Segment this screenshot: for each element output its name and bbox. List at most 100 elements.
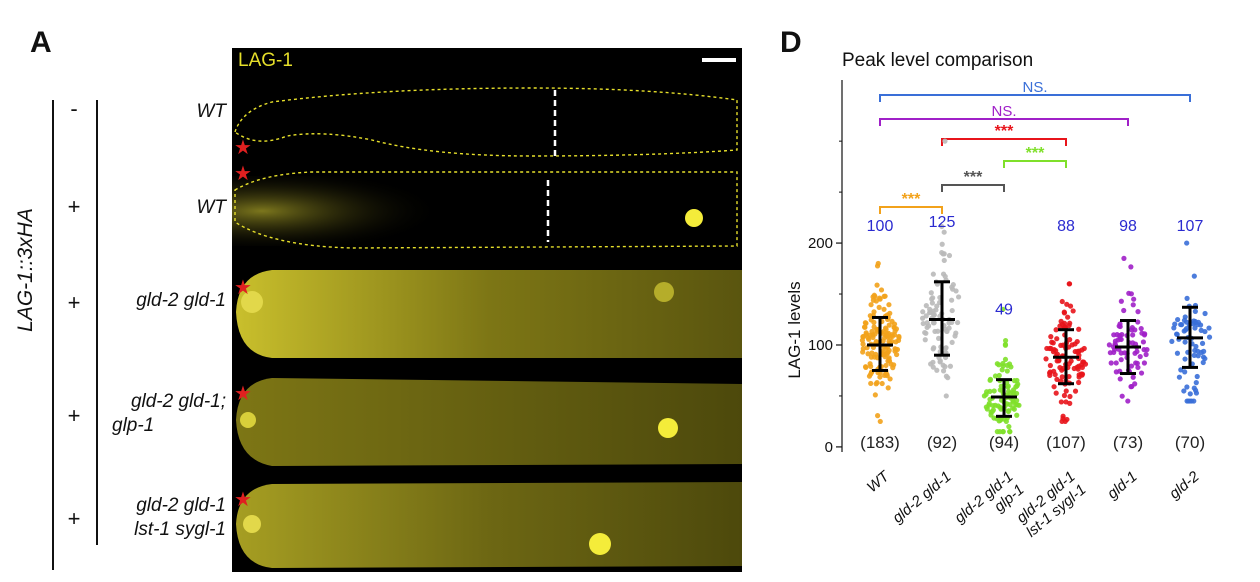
data-point — [1002, 356, 1009, 363]
data-point — [1058, 399, 1064, 405]
data-point — [871, 292, 877, 298]
data-point — [891, 321, 898, 327]
scale-bar — [702, 58, 736, 62]
mean-value-label: 107 — [1177, 218, 1204, 235]
data-point — [1006, 424, 1012, 430]
comparison-layer: NS. NS. *** *** *** *** — [879, 79, 1191, 214]
data-point — [1014, 402, 1020, 408]
data-point — [887, 334, 893, 341]
data-point — [1010, 389, 1016, 395]
data-point — [882, 293, 888, 299]
data-point — [929, 296, 935, 302]
data-point — [1193, 343, 1199, 350]
data-point — [1130, 332, 1136, 338]
data-point — [869, 328, 875, 335]
data-point — [1106, 342, 1112, 348]
data-point — [1193, 387, 1199, 393]
data-point — [1138, 325, 1144, 332]
data-point — [1067, 320, 1073, 326]
data-point — [1132, 341, 1139, 347]
significance-bracket — [879, 206, 943, 214]
row-2-genotype-line1: WT — [196, 197, 226, 218]
construct-label: LAG-1::3xHA — [14, 208, 37, 332]
data-point — [878, 287, 885, 293]
mean-value-label: 100 — [867, 218, 894, 235]
data-point — [992, 402, 998, 408]
distal-tip-star-4: ★ — [234, 383, 252, 405]
sample-size-label: (73) — [1113, 433, 1143, 452]
data-point — [947, 363, 954, 369]
data-point — [1051, 384, 1057, 390]
gonad-image-wt-negative — [232, 70, 742, 162]
data-point — [1048, 334, 1054, 340]
bracket-line-outer — [52, 100, 54, 570]
distal-tip-star-2: ★ — [234, 163, 252, 185]
data-point — [1004, 362, 1011, 368]
mean-value-label: 49 — [995, 301, 1013, 318]
data-point — [1066, 281, 1073, 287]
data-point — [1004, 368, 1010, 374]
data-point — [1000, 429, 1006, 435]
data-point — [1202, 310, 1208, 317]
data-point — [893, 339, 899, 345]
significance-bracket — [941, 138, 1067, 146]
data-point — [940, 368, 947, 374]
bracket-line-inner — [96, 100, 98, 545]
data-point — [1206, 334, 1213, 340]
data-point — [879, 380, 885, 387]
data-point — [1046, 345, 1053, 352]
data-point — [871, 324, 877, 330]
x-tick-label-line: WT — [864, 467, 894, 496]
data-point — [865, 335, 871, 341]
data-point — [935, 328, 941, 334]
data-point — [1114, 332, 1120, 338]
row-2-sign: + — [67, 194, 81, 219]
row-5-genotype: gld-2 gld-1 lst-1 sygl-1 — [100, 494, 226, 542]
data-point — [924, 320, 930, 326]
sample-size-label: (94) — [989, 433, 1019, 452]
data-point — [928, 361, 934, 367]
data-point — [1193, 380, 1199, 386]
data-point — [1137, 353, 1143, 360]
data-point — [1195, 348, 1201, 354]
data-point — [874, 282, 880, 288]
data-point — [1128, 384, 1134, 390]
data-point — [939, 241, 945, 247]
data-point — [1181, 317, 1188, 323]
data-point — [868, 363, 874, 369]
data-point — [1181, 388, 1187, 394]
data-point — [1076, 379, 1082, 386]
data-point — [923, 303, 929, 309]
row-3-genotype: gld-2 gld-1 — [100, 289, 226, 313]
data-point — [1202, 355, 1208, 362]
data-point — [892, 328, 898, 334]
data-point — [1131, 296, 1137, 302]
data-point — [1059, 298, 1065, 305]
x-tick-label: WT — [864, 467, 894, 496]
data-point — [930, 271, 936, 277]
data-point — [1202, 328, 1208, 335]
data-point — [946, 252, 953, 259]
x-tick-label-line: gld-1 — [1104, 468, 1140, 502]
data-point — [1054, 358, 1060, 364]
data-point — [928, 290, 934, 296]
row-5-genotype-line1: gld-2 gld-1 — [136, 495, 226, 516]
data-point — [1141, 347, 1147, 353]
data-point — [1050, 340, 1056, 346]
significance-bracket — [1003, 160, 1067, 168]
data-point — [987, 376, 994, 382]
data-point — [1108, 360, 1114, 366]
data-point — [1200, 359, 1206, 366]
data-point — [874, 263, 881, 269]
data-point — [1118, 357, 1124, 363]
data-point — [1178, 321, 1184, 328]
data-point — [990, 407, 996, 413]
sample-size-label: (183) — [860, 433, 900, 452]
data-point — [920, 309, 926, 315]
gonad-image-gld2-gld1 — [232, 262, 742, 366]
data-point — [872, 392, 878, 398]
x-tick-label-line: gld-2 — [1166, 468, 1203, 503]
row-1-sign: - — [70, 96, 78, 121]
data-point — [1005, 384, 1011, 390]
